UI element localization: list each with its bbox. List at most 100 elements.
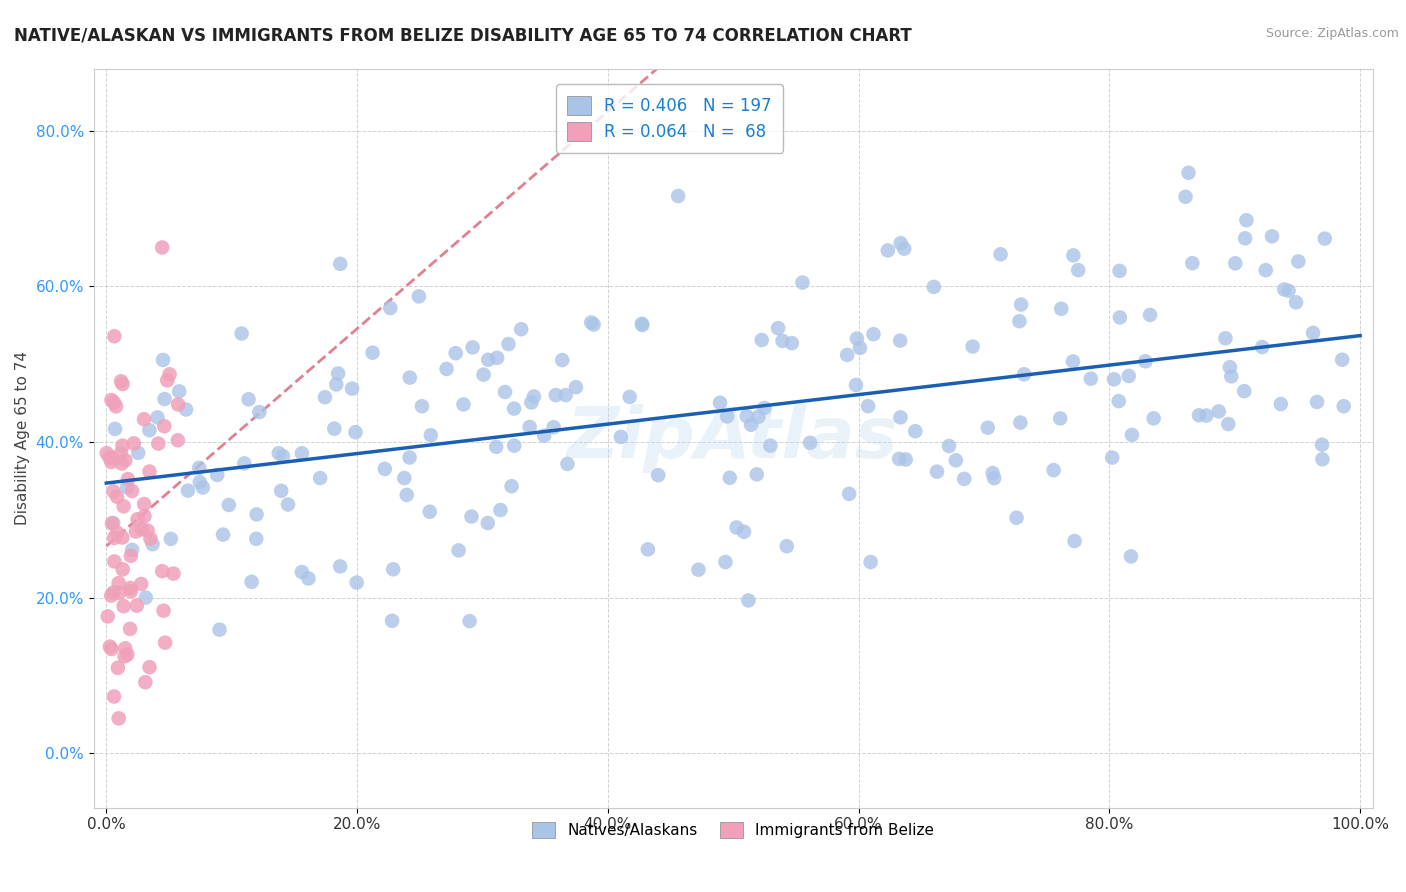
Point bbox=[153, 635, 176, 649]
Point bbox=[890, 236, 912, 251]
Point bbox=[520, 395, 543, 409]
Point bbox=[146, 410, 169, 425]
Point bbox=[1277, 284, 1299, 298]
Point bbox=[714, 555, 737, 569]
Point bbox=[1285, 295, 1308, 310]
Point bbox=[894, 452, 917, 467]
Point bbox=[485, 440, 508, 454]
Point bbox=[780, 336, 803, 351]
Point bbox=[990, 247, 1012, 261]
Point bbox=[160, 532, 183, 546]
Point bbox=[1177, 166, 1199, 180]
Point bbox=[1195, 409, 1218, 423]
Point bbox=[1313, 231, 1336, 245]
Point bbox=[153, 392, 176, 406]
Point bbox=[754, 401, 776, 415]
Point bbox=[340, 382, 363, 396]
Point bbox=[107, 661, 129, 675]
Point bbox=[188, 475, 211, 490]
Point bbox=[100, 642, 122, 657]
Point bbox=[148, 436, 170, 450]
Point bbox=[105, 490, 128, 504]
Point bbox=[246, 508, 269, 522]
Point bbox=[240, 574, 263, 589]
Point bbox=[444, 346, 467, 360]
Point bbox=[136, 524, 159, 538]
Point bbox=[122, 436, 145, 450]
Point bbox=[381, 614, 404, 628]
Point bbox=[100, 589, 122, 603]
Point bbox=[245, 532, 267, 546]
Point bbox=[1236, 213, 1258, 227]
Point bbox=[382, 562, 405, 576]
Point bbox=[1220, 369, 1243, 384]
Point bbox=[1080, 372, 1102, 386]
Point bbox=[231, 326, 253, 341]
Point bbox=[103, 554, 125, 568]
Point bbox=[494, 384, 516, 399]
Point bbox=[1143, 411, 1166, 425]
Point bbox=[398, 450, 420, 465]
Point bbox=[486, 351, 509, 365]
Point bbox=[114, 453, 136, 467]
Point bbox=[101, 516, 124, 531]
Point bbox=[1331, 352, 1354, 367]
Point bbox=[152, 604, 174, 618]
Point bbox=[115, 480, 138, 494]
Point bbox=[533, 428, 555, 442]
Point bbox=[1101, 450, 1123, 465]
Point bbox=[111, 457, 134, 471]
Point bbox=[134, 675, 156, 690]
Point bbox=[117, 648, 139, 662]
Point bbox=[398, 370, 420, 384]
Point bbox=[208, 623, 231, 637]
Point bbox=[329, 257, 352, 271]
Point bbox=[112, 500, 135, 514]
Point bbox=[152, 352, 174, 367]
Point bbox=[166, 434, 188, 448]
Point bbox=[519, 420, 541, 434]
Point bbox=[1188, 409, 1211, 423]
Point bbox=[1121, 428, 1143, 442]
Point bbox=[127, 512, 149, 526]
Point bbox=[688, 563, 710, 577]
Point bbox=[98, 640, 121, 654]
Point bbox=[129, 577, 152, 591]
Point bbox=[153, 419, 176, 434]
Point bbox=[1005, 510, 1028, 524]
Point bbox=[1174, 190, 1197, 204]
Point bbox=[1119, 549, 1142, 564]
Point bbox=[323, 422, 346, 436]
Point bbox=[630, 317, 652, 331]
Point bbox=[134, 509, 156, 524]
Point bbox=[453, 397, 475, 411]
Point bbox=[1010, 416, 1032, 430]
Point bbox=[543, 420, 565, 434]
Point bbox=[114, 641, 136, 656]
Point bbox=[212, 527, 235, 541]
Point bbox=[374, 462, 396, 476]
Point bbox=[103, 531, 125, 545]
Point bbox=[1218, 417, 1240, 431]
Point bbox=[981, 466, 1004, 480]
Point bbox=[461, 340, 484, 354]
Point bbox=[309, 471, 332, 485]
Point bbox=[291, 446, 314, 460]
Point bbox=[408, 289, 430, 303]
Point bbox=[138, 660, 160, 674]
Point bbox=[112, 599, 135, 614]
Point bbox=[120, 581, 142, 595]
Point bbox=[737, 593, 759, 607]
Point bbox=[100, 392, 122, 407]
Point bbox=[733, 524, 755, 539]
Point bbox=[132, 412, 155, 426]
Point bbox=[889, 410, 911, 425]
Point bbox=[131, 522, 153, 536]
Point bbox=[117, 472, 139, 486]
Point bbox=[167, 384, 190, 399]
Point bbox=[799, 435, 821, 450]
Point bbox=[1270, 397, 1292, 411]
Point bbox=[101, 450, 124, 465]
Point bbox=[1215, 331, 1237, 345]
Point bbox=[159, 368, 181, 382]
